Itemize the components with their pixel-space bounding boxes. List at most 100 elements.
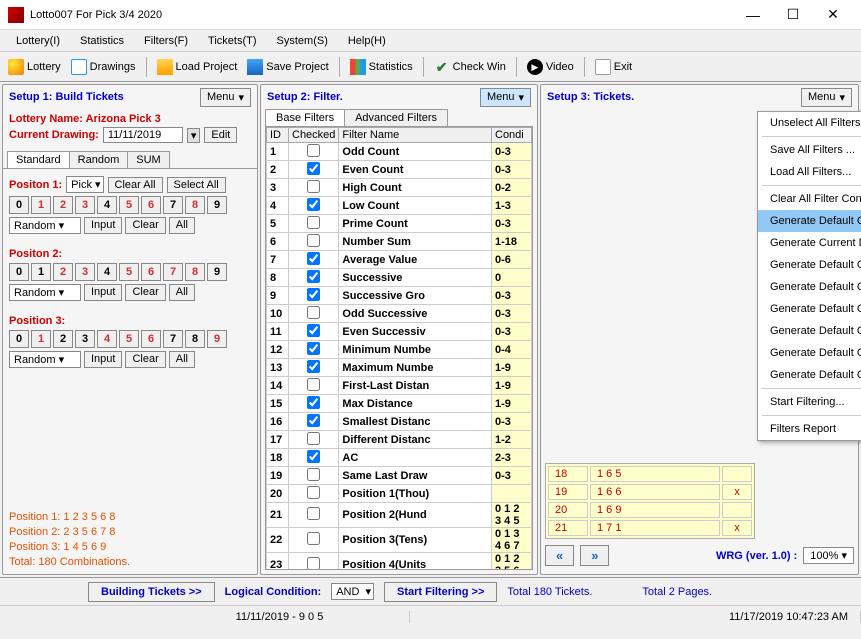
filter-row[interactable]: 13 Maximum Numbe 1-9 bbox=[267, 359, 532, 377]
filter-condition-cell[interactable]: 0-3 bbox=[492, 467, 532, 485]
menu-item[interactable]: Load All Filters... bbox=[758, 161, 861, 183]
filter-row[interactable]: 1 Odd Count 0-3 bbox=[267, 143, 532, 161]
filter-condition-cell[interactable]: 0-6 bbox=[492, 251, 532, 269]
filter-condition-cell[interactable]: 1-18 bbox=[492, 233, 532, 251]
filter-condition-cell[interactable]: 0-3 bbox=[492, 215, 532, 233]
filter-row[interactable]: 9 Successive Gro 0-3 bbox=[267, 287, 532, 305]
menu-item[interactable]: Generate Current Drawings Conditions(11/… bbox=[758, 232, 861, 254]
filter-checkbox-cell[interactable] bbox=[289, 413, 339, 431]
toolbar-check[interactable]: ✔Check Win bbox=[430, 57, 510, 77]
filter-checkbox-cell[interactable] bbox=[289, 341, 339, 359]
filter-row[interactable]: 6 Number Sum 1-18 bbox=[267, 233, 532, 251]
filter-condition-cell[interactable]: 0-4 bbox=[492, 341, 532, 359]
toolbar-lottery[interactable]: Lottery bbox=[4, 57, 65, 77]
filter-row[interactable]: 12 Minimum Numbe 0-4 bbox=[267, 341, 532, 359]
filter-checkbox[interactable] bbox=[307, 486, 320, 499]
filter-checkbox[interactable] bbox=[307, 288, 320, 301]
random-select-1[interactable]: Random ▾ bbox=[9, 217, 81, 234]
menu-item[interactable]: Generate Default Conditions - Previous 1… bbox=[758, 320, 861, 342]
all-button-3[interactable]: All bbox=[169, 351, 195, 368]
filter-checkbox-cell[interactable] bbox=[289, 305, 339, 323]
toolbar-load[interactable]: Load Project bbox=[153, 57, 242, 77]
filter-checkbox[interactable] bbox=[307, 324, 320, 337]
tab-base-filters[interactable]: Base Filters bbox=[265, 109, 345, 126]
select-all-button[interactable]: Select All bbox=[167, 177, 226, 193]
digit-6-button[interactable]: 6 bbox=[141, 263, 161, 281]
menu-lottery[interactable]: Lottery(I) bbox=[6, 35, 70, 47]
toolbar-stats[interactable]: Statistics bbox=[346, 57, 417, 77]
filter-checkbox[interactable] bbox=[307, 360, 320, 373]
filter-row[interactable]: 19 Same Last Draw 0-3 bbox=[267, 467, 532, 485]
menu-item[interactable]: Clear All Filter Conditions bbox=[758, 188, 861, 210]
col-checked[interactable]: Checked bbox=[289, 128, 339, 143]
filter-condition-cell[interactable]: 1-9 bbox=[492, 359, 532, 377]
step3-menu-button[interactable]: Menu ▾ bbox=[801, 88, 852, 107]
filter-row[interactable]: 8 Successive 0 bbox=[267, 269, 532, 287]
digit-8-button[interactable]: 8 bbox=[185, 330, 205, 348]
digit-5-button[interactable]: 5 bbox=[119, 330, 139, 348]
filter-row[interactable]: 20 Position 1(Thou) bbox=[267, 485, 532, 503]
filter-checkbox-cell[interactable] bbox=[289, 269, 339, 287]
digit-1-button[interactable]: 1 bbox=[31, 196, 51, 214]
filter-checkbox[interactable] bbox=[307, 144, 320, 157]
filter-checkbox-cell[interactable] bbox=[289, 553, 339, 571]
filter-condition-cell[interactable]: 0-3 bbox=[492, 305, 532, 323]
filter-condition-cell[interactable]: 1-9 bbox=[492, 395, 532, 413]
ticket-row[interactable]: 181 6 5 bbox=[548, 466, 752, 482]
clear-all-button[interactable]: Clear All bbox=[108, 177, 163, 193]
filter-row[interactable]: 3 High Count 0-2 bbox=[267, 179, 532, 197]
digit-2-button[interactable]: 2 bbox=[53, 263, 73, 281]
zoom-select[interactable]: 100% ▾ bbox=[803, 547, 854, 564]
menu-item[interactable]: Generate Default Conditions - Previous 2… bbox=[758, 254, 861, 276]
filter-checkbox-cell[interactable] bbox=[289, 251, 339, 269]
menu-tickets[interactable]: Tickets(T) bbox=[198, 35, 266, 47]
step1-menu-button[interactable]: Menu ▾ bbox=[200, 88, 251, 107]
date-dropdown-arrow[interactable]: ▾ bbox=[187, 128, 201, 143]
filter-row[interactable]: 23 Position 4(Units 0 1 2 3 5 6 bbox=[267, 553, 532, 571]
start-filtering-button[interactable]: Start Filtering >> bbox=[384, 582, 497, 602]
toolbar-drawings[interactable]: Drawings bbox=[67, 57, 140, 77]
menu-help[interactable]: Help(H) bbox=[338, 35, 396, 47]
drawing-date-field[interactable]: 11/11/2019 bbox=[103, 127, 183, 143]
building-tickets-button[interactable]: Building Tickets >> bbox=[88, 582, 215, 602]
filter-checkbox[interactable] bbox=[307, 450, 320, 463]
filter-checkbox[interactable] bbox=[307, 198, 320, 211]
maximize-button[interactable]: ☐ bbox=[773, 6, 813, 23]
input-button-1[interactable]: Input bbox=[84, 217, 122, 234]
ticket-row[interactable]: 201 6 9 bbox=[548, 502, 752, 518]
filter-row[interactable]: 11 Even Successiv 0-3 bbox=[267, 323, 532, 341]
filter-checkbox-cell[interactable] bbox=[289, 395, 339, 413]
input-button-3[interactable]: Input bbox=[84, 351, 122, 368]
filter-checkbox-cell[interactable] bbox=[289, 449, 339, 467]
filter-condition-cell[interactable] bbox=[492, 485, 532, 503]
filter-checkbox[interactable] bbox=[307, 557, 320, 570]
menu-system[interactable]: System(S) bbox=[267, 35, 338, 47]
pick-select[interactable]: Pick ▾ bbox=[66, 176, 103, 193]
digit-9-button[interactable]: 9 bbox=[207, 330, 227, 348]
filter-condition-cell[interactable]: 0 1 2 3 5 6 bbox=[492, 553, 532, 571]
filter-condition-cell[interactable]: 0-3 bbox=[492, 143, 532, 161]
toolbar-save[interactable]: Save Project bbox=[243, 57, 332, 77]
clear-button-1[interactable]: Clear bbox=[125, 217, 165, 234]
menu-item[interactable]: Unselect All Filters bbox=[758, 112, 861, 134]
filter-checkbox[interactable] bbox=[307, 180, 320, 193]
digit-8-button[interactable]: 8 bbox=[185, 263, 205, 281]
filter-checkbox[interactable] bbox=[307, 270, 320, 283]
random-select-3[interactable]: Random ▾ bbox=[9, 351, 81, 368]
digit-5-button[interactable]: 5 bbox=[119, 196, 139, 214]
menu-item[interactable]: Generate Default Conditions - Previous 2… bbox=[758, 210, 861, 232]
menu-item[interactable]: Generate Default Conditions - Previoust … bbox=[758, 364, 861, 386]
digit-0-button[interactable]: 0 bbox=[9, 330, 29, 348]
logical-condition-select[interactable]: AND ▾ bbox=[331, 583, 374, 600]
filter-row[interactable]: 14 First-Last Distan 1-9 bbox=[267, 377, 532, 395]
digit-1-button[interactable]: 1 bbox=[31, 263, 51, 281]
toolbar-exit[interactable]: Exit bbox=[591, 57, 636, 77]
digit-3-button[interactable]: 3 bbox=[75, 330, 95, 348]
digit-7-button[interactable]: 7 bbox=[163, 196, 183, 214]
filter-row[interactable]: 2 Even Count 0-3 bbox=[267, 161, 532, 179]
filter-checkbox[interactable] bbox=[307, 432, 320, 445]
clear-button-3[interactable]: Clear bbox=[125, 351, 165, 368]
filter-checkbox[interactable] bbox=[307, 216, 320, 229]
filter-checkbox-cell[interactable] bbox=[289, 179, 339, 197]
ticket-row[interactable]: 191 6 6x bbox=[548, 484, 752, 500]
